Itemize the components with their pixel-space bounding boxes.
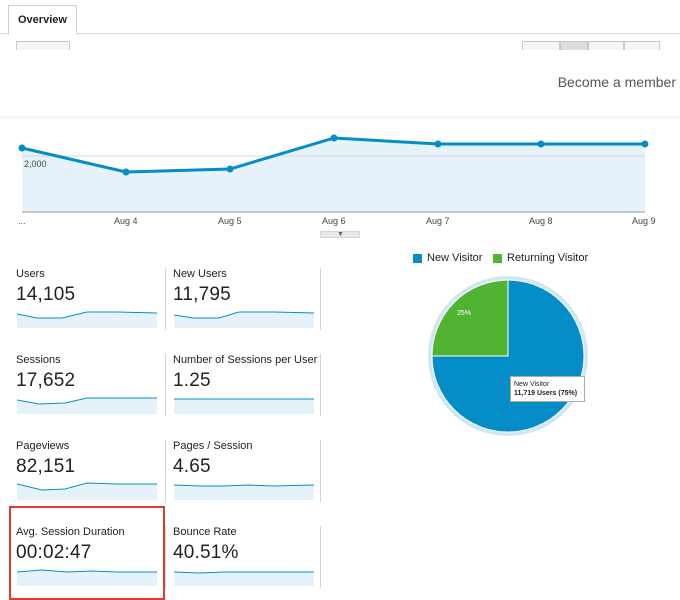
metric-bounce-rate[interactable]: Bounce Rate 40.51% [173,526,323,600]
legend-swatch [493,254,502,263]
line-chart-point[interactable] [122,168,130,176]
metric-value: 1.25 [173,370,211,391]
metric-value: 4.65 [173,456,211,477]
metric-label: Sessions [16,354,61,366]
metric-divider [165,440,166,502]
metric-label: Users [16,268,45,280]
legend-swatch [413,254,422,263]
line-chart-point[interactable] [18,144,26,152]
x-axis-label: Aug 9 [632,216,656,226]
metric-divider [165,268,166,330]
month-button[interactable] [624,41,660,50]
line-chart-point[interactable] [537,140,545,148]
x-axis-label: Aug 4 [114,216,138,226]
sparkline [174,571,314,586]
line-chart-point[interactable] [226,165,234,173]
y-tick-label: 2,000 [24,159,47,169]
week-button[interactable] [588,41,624,50]
metric-value: 14,105 [16,284,76,305]
metric-value: 82,151 [16,456,76,477]
pie-tooltip: New Visitor 11,719 Users (75%) [510,376,585,402]
metric-divider [320,354,321,416]
x-axis-label: Aug 7 [426,216,450,226]
metric-users[interactable]: Users 14,105 [16,268,166,346]
sparkline [17,397,157,414]
line-chart-point[interactable] [641,140,649,148]
hourly-button[interactable] [522,41,560,50]
metric-value: 11,795 [173,284,231,305]
line-chart-area [22,138,645,212]
metric-pages-per-session[interactable]: Pages / Session 4.65 [173,440,323,518]
users-line-chart: 2,000 ... Aug 4 Aug 5 Aug 6 Aug 7 Aug 8 … [18,134,656,226]
sparkline [17,482,157,500]
tooltip-title: New Visitor [514,381,550,388]
metric-label: Avg. Session Duration [16,526,125,538]
tooltip-value: 11,719 Users (75%) [514,390,578,397]
metric-divider [320,268,321,330]
metric-sessions-per-user[interactable]: Number of Sessions per User 1.25 [173,354,323,432]
tab-bar: Overview [0,0,680,35]
metric-value: 00:02:47 [16,542,92,563]
x-axis-label: ... [18,216,26,226]
chevron-down-icon: ▼ [337,231,344,238]
x-axis-label: Aug 8 [529,216,553,226]
metric-label: Pageviews [16,440,70,452]
metric-divider [165,526,166,588]
x-axis-label: Aug 6 [322,216,346,226]
metric-value: 17,652 [16,370,76,391]
toolbar-dropdown-button[interactable] [16,41,70,50]
metric-label: New Users [173,268,227,280]
sparkline [17,569,157,586]
sparkline [174,484,314,500]
sparkline [174,311,314,328]
metric-new-users[interactable]: New Users 11,795 [173,268,323,346]
x-axis-label: Aug 5 [218,216,242,226]
day-button[interactable] [560,41,588,50]
sparkline [17,311,157,328]
metric-label: Number of Sessions per User [173,354,318,366]
metric-value: 40.51% [173,542,239,563]
metric-divider [165,354,166,416]
visitor-pie-chart: 25% [428,276,588,436]
chart-scroll-handle[interactable]: ▼ [320,231,360,238]
metric-avg-session-duration[interactable]: Avg. Session Duration 00:02:47 [16,526,166,600]
toolbar-strip [0,36,680,50]
metric-sessions[interactable]: Sessions 17,652 [16,354,166,432]
highlight-box [9,506,165,600]
legend-label: New Visitor [427,252,483,264]
metric-pageviews[interactable]: Pageviews 82,151 [16,440,166,518]
member-banner: Become a member [0,50,680,116]
metric-divider [320,526,321,588]
sparkline [174,398,314,414]
become-member-link[interactable]: Become a member [557,74,676,90]
line-chart-point[interactable] [434,140,442,148]
metric-label: Bounce Rate [173,526,237,538]
pie-slice-returning-visitor[interactable] [431,279,509,357]
legend-label: Returning Visitor [507,252,589,264]
line-chart-point[interactable] [330,134,338,142]
pie-slice-label: 25% [457,310,471,317]
tab-overview[interactable]: Overview [8,5,77,35]
metric-divider [320,440,321,502]
metric-label: Pages / Session [173,440,253,452]
